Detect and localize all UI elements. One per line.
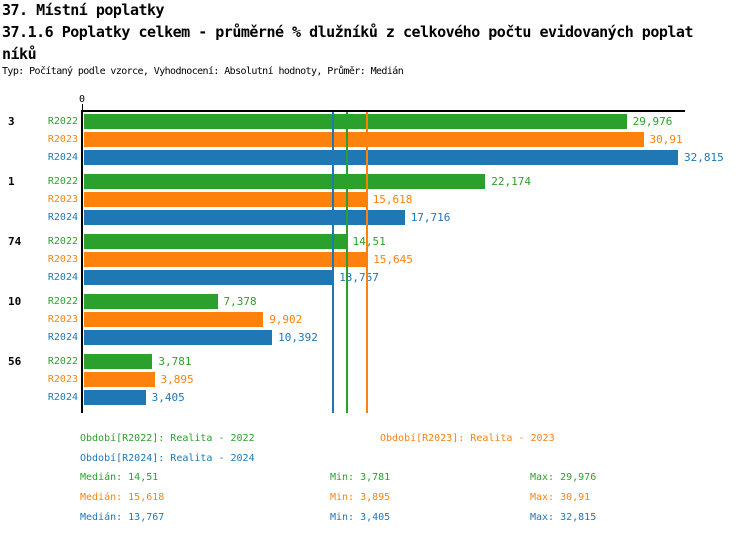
- bar: [84, 174, 486, 189]
- stat-median-r2024: Medián: 13,767: [80, 512, 165, 523]
- bar: [84, 270, 334, 285]
- page-subtitle: 37.1.6 Poplatky celkem - průměrné % dluž…: [2, 23, 694, 41]
- stat-max-r2024: Max: 32,815: [530, 512, 597, 523]
- group-label: 74: [8, 235, 22, 248]
- bar-value-label: 10,392: [278, 331, 318, 344]
- series-row-label: R2024: [47, 212, 78, 223]
- page-subtitle-wrap: níků: [2, 45, 37, 63]
- stat-max-r2022: Max: 29,976: [530, 472, 597, 483]
- bar: [84, 390, 146, 405]
- stat-max-r2023: Max: 30,91: [530, 492, 591, 503]
- bar-value-label: 30,91: [649, 133, 683, 146]
- x-axis-tick-label-zero: 0: [78, 94, 86, 105]
- bar-value-label: 15,618: [372, 193, 413, 206]
- series-row-label: R2024: [47, 332, 78, 343]
- bar: [84, 210, 405, 225]
- bar: [84, 372, 155, 387]
- group-label: 3: [8, 115, 15, 128]
- bar-value-label: 22,174: [491, 175, 532, 188]
- bar: [84, 294, 218, 309]
- median-line: [365, 112, 368, 413]
- series-row-label: R2022: [47, 116, 78, 127]
- series-row-label: R2022: [47, 236, 78, 247]
- median-line: [345, 112, 348, 413]
- series-row-label: R2023: [47, 374, 78, 385]
- x-axis-line: [81, 110, 685, 112]
- stat-min-r2023: Min: 3,895: [330, 492, 391, 503]
- bar: [84, 132, 644, 147]
- series-row-label: R2022: [47, 176, 78, 187]
- series-row-label: R2022: [47, 296, 78, 307]
- series-row-label: R2023: [47, 314, 78, 325]
- stat-median-r2022: Medián: 14,51: [80, 472, 159, 483]
- bar-value-label: 32,815: [684, 151, 724, 164]
- bar-value-label: 7,378: [223, 295, 257, 308]
- bar-value-label: 3,781: [158, 355, 192, 368]
- legend-item-r2023: Období[R2023]: Realita - 2023: [380, 433, 555, 444]
- series-row-label: R2022: [47, 356, 78, 367]
- bar: [84, 252, 368, 267]
- bar: [84, 234, 347, 249]
- chart-meta-line: Typ: Počítaný podle vzorce, Vyhodnocení:…: [2, 66, 404, 77]
- bar: [84, 312, 264, 327]
- bar-value-label: 3,405: [151, 391, 185, 404]
- group-label: 10: [8, 295, 22, 308]
- stat-min-r2024: Min: 3,405: [330, 512, 391, 523]
- series-row-label: R2024: [47, 392, 78, 403]
- bar: [84, 330, 273, 345]
- bar: [84, 114, 627, 129]
- bar-value-label: 29,976: [632, 115, 673, 128]
- series-row-label: R2024: [47, 272, 78, 283]
- bar-value-label: 3,895: [160, 373, 194, 386]
- x-axis-tick-zero: [82, 104, 83, 110]
- stat-median-r2023: Medián: 15,618: [80, 492, 165, 503]
- median-line: [332, 112, 335, 413]
- bar: [84, 192, 367, 207]
- bar-value-label: 13,767: [339, 271, 379, 284]
- bar: [84, 354, 153, 369]
- legend-item-r2024: Období[R2024]: Realita - 2024: [80, 453, 255, 464]
- series-row-label: R2023: [47, 134, 78, 145]
- y-axis-line: [81, 110, 83, 413]
- stat-min-r2022: Min: 3,781: [330, 472, 391, 483]
- page-title: 37. Místní poplatky: [2, 1, 165, 19]
- group-label: 1: [8, 175, 15, 188]
- series-row-label: R2024: [47, 152, 78, 163]
- series-row-label: R2023: [47, 194, 78, 205]
- group-label: 56: [8, 355, 22, 368]
- series-row-label: R2023: [47, 254, 78, 265]
- legend-item-r2022: Období[R2022]: Realita - 2022: [80, 433, 255, 444]
- bar-value-label: 9,902: [269, 313, 303, 326]
- bar-value-label: 15,645: [373, 253, 413, 266]
- bar-value-label: 17,716: [410, 211, 451, 224]
- bar: [84, 150, 678, 165]
- bar-value-label: 14,51: [352, 235, 386, 248]
